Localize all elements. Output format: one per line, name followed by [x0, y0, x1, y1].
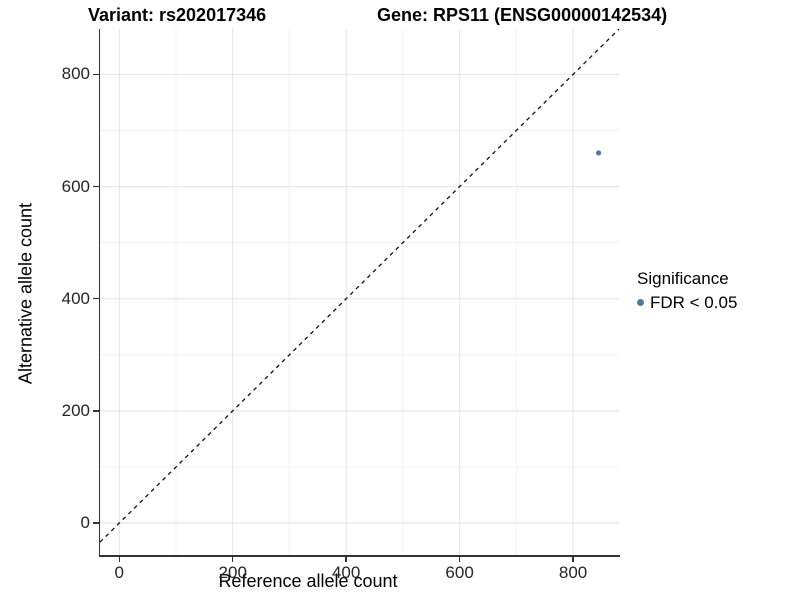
y-tick: [93, 522, 99, 524]
x-tick-label: 0: [114, 563, 125, 582]
x-axis-line: [98, 555, 620, 557]
x-tick-label: 200: [218, 563, 247, 582]
x-tick: [118, 556, 121, 562]
y-tick: [93, 185, 99, 188]
legend-item-label: FDR < 0.05: [650, 293, 738, 312]
x-tick-label: 800: [558, 563, 588, 582]
legend-item: FDR < 0.05: [637, 293, 737, 312]
x-tick: [458, 556, 461, 562]
legend: Significance FDR < 0.05: [637, 269, 737, 312]
x-axis-title: Reference allele count: [218, 571, 398, 591]
legend-point-icon: [637, 299, 644, 306]
y-axis-title: Alternative allele count: [15, 202, 36, 385]
legend-title: Significance: [637, 269, 729, 288]
identity-line: [100, 29, 619, 543]
y-tick-label: 400: [61, 288, 90, 308]
x-tick-label: 400: [331, 563, 361, 582]
plot-panel: [100, 29, 619, 555]
x-tick-label: 600: [445, 563, 474, 582]
y-tick-label: 600: [61, 176, 90, 196]
y-tick-label: 0: [80, 513, 90, 533]
y-tick: [93, 73, 99, 76]
gene-title: Gene: RPS11 (ENSG00000142534): [377, 5, 668, 25]
plot-canvas: [100, 29, 619, 555]
y-tick: [93, 410, 99, 412]
x-tick: [345, 556, 347, 562]
y-tick-label: 800: [61, 64, 90, 84]
x-tick: [231, 556, 234, 562]
y-tick-label: 200: [61, 400, 90, 420]
data-point: [595, 150, 602, 156]
y-tick: [93, 297, 99, 300]
y-axis-line: [98, 29, 100, 557]
x-tick: [572, 556, 574, 562]
variant-title: Variant: rs202017346: [88, 5, 267, 25]
